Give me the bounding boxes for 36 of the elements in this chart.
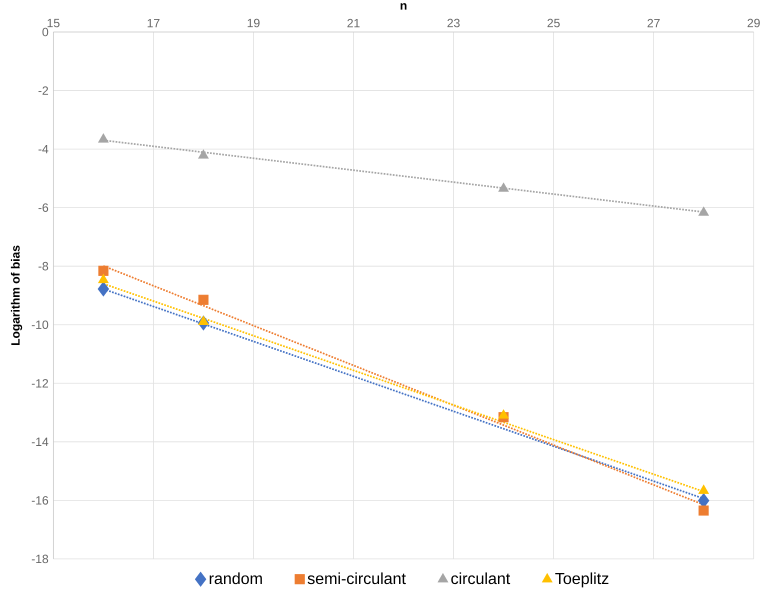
x-tick-label: 19 — [248, 18, 260, 28]
point — [98, 266, 108, 276]
point — [698, 206, 709, 216]
y-tick-label: 0 — [42, 28, 48, 36]
point — [498, 182, 509, 192]
y-tick-label: -10 — [32, 320, 48, 330]
y-tick-label: -12 — [32, 379, 48, 388]
legend-label: circulant — [451, 572, 510, 584]
point — [98, 274, 109, 284]
legend-label: semi-circulant — [308, 572, 406, 584]
point — [198, 316, 209, 326]
x-tick-label: 17 — [148, 19, 160, 28]
y-tick-label: -18 — [32, 554, 48, 564]
y-tick-label: -8 — [38, 262, 48, 271]
x-tick-label: 21 — [347, 19, 360, 28]
x-tick-label: 23 — [447, 18, 460, 28]
point — [98, 282, 110, 297]
x-tick-label: 25 — [548, 18, 560, 28]
y-tick-label: -2 — [38, 86, 48, 95]
point — [498, 410, 509, 419]
y-tick-label: -14 — [32, 438, 48, 446]
legend-label: Toeplitz — [555, 572, 608, 588]
y-tick-label: -16 — [32, 496, 48, 505]
point — [198, 150, 209, 159]
x-axis-title: n — [400, 3, 406, 10]
point — [98, 134, 109, 143]
x-tick-label: 27 — [648, 19, 660, 28]
y-axis-title: Logarithm of bias — [10, 246, 22, 346]
x-tick-label: 15 — [48, 19, 60, 28]
point — [698, 484, 709, 494]
x-tick-label: 29 — [748, 18, 760, 28]
y-tick-label: -6 — [38, 204, 48, 212]
point — [698, 506, 709, 516]
point — [198, 294, 208, 306]
legend-label: random — [210, 572, 262, 584]
y-tick-label: -4 — [38, 145, 48, 154]
